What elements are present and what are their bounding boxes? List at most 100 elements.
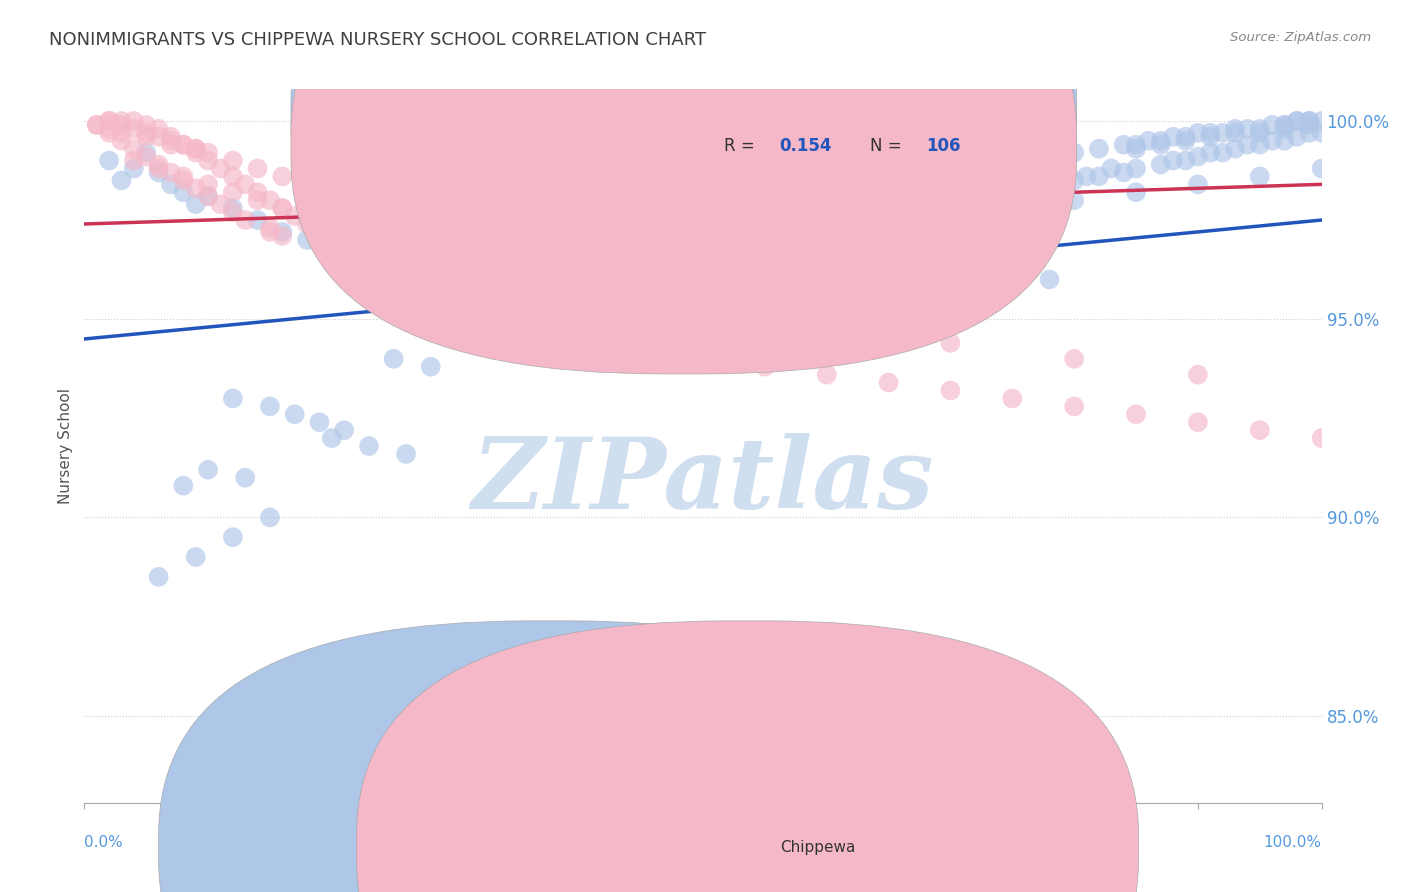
Point: [568, 280, 591, 294]
Point: [965, 225, 987, 239]
Point: [1125, 186, 1147, 200]
Point: [1199, 129, 1222, 144]
Point: [233, 471, 256, 485]
Text: 100.0%: 100.0%: [1264, 835, 1322, 849]
Point: [1223, 121, 1246, 136]
Point: [1310, 114, 1333, 128]
Point: [543, 320, 565, 334]
Text: 106: 106: [925, 137, 960, 155]
Point: [1249, 121, 1271, 136]
Point: [160, 137, 183, 152]
Point: [1212, 126, 1234, 140]
Point: [939, 233, 962, 247]
Point: [184, 181, 207, 195]
Point: [1310, 126, 1333, 140]
Point: [382, 351, 405, 366]
Point: [197, 153, 219, 168]
Point: [1161, 153, 1184, 168]
Point: [184, 549, 207, 564]
Point: [346, 225, 368, 239]
Point: [148, 157, 170, 171]
Point: [481, 272, 503, 286]
Point: [284, 407, 307, 421]
Point: [370, 257, 392, 271]
Point: [470, 304, 492, 318]
Text: 0.154: 0.154: [780, 137, 832, 155]
Point: [939, 384, 962, 398]
Point: [754, 213, 776, 227]
Point: [160, 129, 183, 144]
Point: [259, 221, 281, 235]
Point: [172, 169, 194, 184]
Point: [1236, 137, 1258, 152]
Point: [122, 142, 145, 156]
Point: [172, 137, 194, 152]
Text: ZIPatlas: ZIPatlas: [472, 434, 934, 530]
Point: [1310, 161, 1333, 176]
Point: [222, 169, 245, 184]
Point: [98, 114, 121, 128]
Point: [382, 233, 405, 247]
Point: [1285, 114, 1308, 128]
Point: [692, 351, 714, 366]
Text: N =: N =: [870, 105, 907, 123]
Point: [1249, 126, 1271, 140]
Point: [271, 225, 294, 239]
Point: [965, 249, 987, 263]
Point: [939, 241, 962, 255]
Point: [110, 114, 132, 128]
Point: [1261, 118, 1284, 132]
Point: [184, 142, 207, 156]
Point: [1199, 145, 1222, 160]
Point: [172, 173, 194, 187]
Point: [197, 178, 219, 192]
Point: [308, 225, 330, 239]
Text: NONIMMIGRANTS VS CHIPPEWA NURSERY SCHOOL CORRELATION CHART: NONIMMIGRANTS VS CHIPPEWA NURSERY SCHOOL…: [49, 31, 706, 49]
Point: [222, 153, 245, 168]
Point: [506, 264, 529, 278]
Point: [988, 257, 1011, 271]
Point: [419, 252, 441, 267]
Point: [1001, 197, 1024, 211]
Point: [1187, 126, 1209, 140]
Point: [172, 478, 194, 492]
Point: [444, 280, 467, 294]
Point: [321, 233, 343, 247]
Point: [148, 129, 170, 144]
Point: [321, 217, 343, 231]
Point: [1063, 145, 1085, 160]
Point: [815, 320, 838, 334]
Point: [1223, 142, 1246, 156]
Point: [259, 400, 281, 414]
Point: [506, 233, 529, 247]
Point: [284, 209, 307, 223]
Point: [271, 169, 294, 184]
Point: [877, 332, 900, 346]
Point: [692, 241, 714, 255]
Point: [321, 431, 343, 445]
Point: [209, 161, 232, 176]
Point: [135, 145, 157, 160]
Point: [1174, 153, 1197, 168]
Point: [1187, 150, 1209, 164]
Text: Chippewa: Chippewa: [780, 839, 855, 855]
Point: [790, 304, 813, 318]
Point: [815, 320, 838, 334]
Point: [333, 423, 356, 437]
Point: [122, 121, 145, 136]
Point: [395, 447, 418, 461]
Point: [903, 233, 925, 247]
Point: [1174, 134, 1197, 148]
FancyBboxPatch shape: [641, 89, 1049, 178]
Point: [1099, 161, 1122, 176]
Point: [222, 392, 245, 406]
Point: [1125, 407, 1147, 421]
Point: [259, 510, 281, 524]
Text: R =: R =: [724, 105, 761, 123]
Point: [1150, 157, 1173, 171]
Point: [1088, 169, 1111, 184]
Point: [1150, 137, 1173, 152]
Point: [543, 241, 565, 255]
Point: [1001, 186, 1024, 200]
Point: [308, 415, 330, 429]
